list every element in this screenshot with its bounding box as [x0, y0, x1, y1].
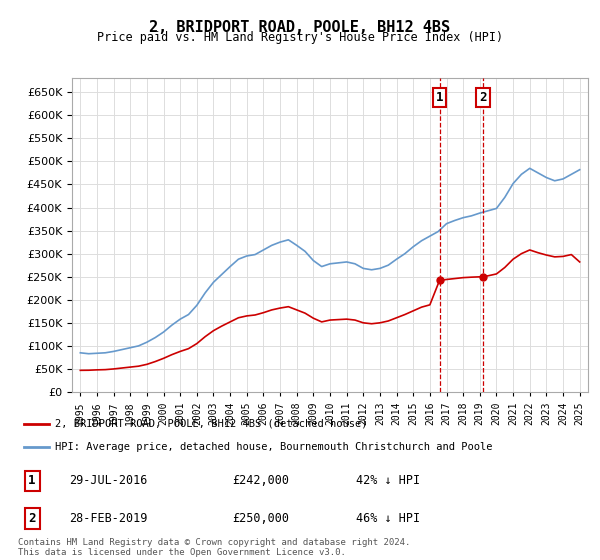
Text: 42% ↓ HPI: 42% ↓ HPI [356, 474, 421, 487]
Text: 46% ↓ HPI: 46% ↓ HPI [356, 512, 421, 525]
Text: 29-JUL-2016: 29-JUL-2016 [69, 474, 147, 487]
Text: 2, BRIDPORT ROAD, POOLE, BH12 4BS: 2, BRIDPORT ROAD, POOLE, BH12 4BS [149, 20, 451, 35]
Text: Contains HM Land Registry data © Crown copyright and database right 2024.
This d: Contains HM Land Registry data © Crown c… [18, 538, 410, 557]
Text: Price paid vs. HM Land Registry's House Price Index (HPI): Price paid vs. HM Land Registry's House … [97, 31, 503, 44]
Text: 2: 2 [479, 91, 487, 104]
Text: 2: 2 [28, 512, 36, 525]
Text: 1: 1 [28, 474, 36, 487]
Text: HPI: Average price, detached house, Bournemouth Christchurch and Poole: HPI: Average price, detached house, Bour… [55, 442, 492, 452]
Text: 28-FEB-2019: 28-FEB-2019 [69, 512, 147, 525]
Text: 1: 1 [436, 91, 443, 104]
Text: 2, BRIDPORT ROAD, POOLE, BH12 4BS (detached house): 2, BRIDPORT ROAD, POOLE, BH12 4BS (detac… [55, 419, 367, 429]
Text: £250,000: £250,000 [232, 512, 289, 525]
Text: £242,000: £242,000 [232, 474, 289, 487]
